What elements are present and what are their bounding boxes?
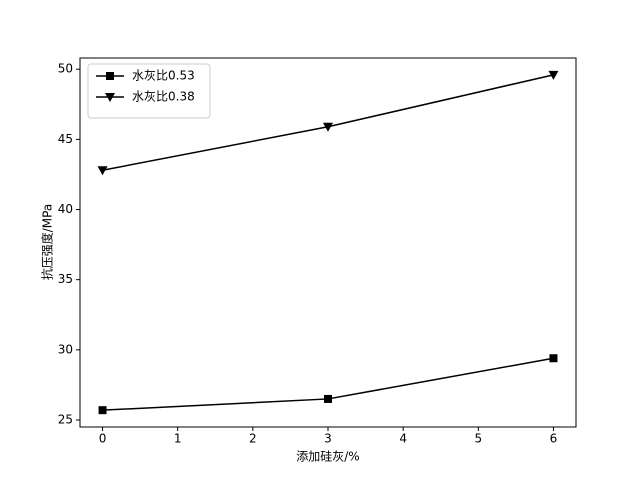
legend-label: 水灰比0.53 (132, 69, 195, 83)
marker (106, 72, 114, 80)
x-tick-label: 4 (399, 432, 407, 446)
legend-label: 水灰比0.38 (132, 90, 195, 104)
y-tick-label: 45 (58, 132, 73, 146)
y-tick-label: 40 (58, 202, 73, 216)
x-tick-label: 6 (550, 432, 558, 446)
marker (98, 406, 107, 415)
x-tick-label: 0 (99, 432, 107, 446)
x-tick-label: 5 (474, 432, 482, 446)
marker (324, 394, 332, 403)
marker (97, 166, 108, 176)
y-tick-label: 50 (58, 62, 73, 76)
x-tick-label: 3 (324, 432, 332, 446)
marker (105, 93, 115, 102)
y-tick-label: 25 (58, 412, 73, 426)
x-tick-label: 1 (174, 432, 182, 446)
x-axis-label: 添加硅灰/% (296, 450, 359, 464)
y-axis-label: 抗压强度/MPa (40, 204, 55, 280)
y-tick-label: 35 (58, 272, 73, 286)
marker (549, 354, 558, 363)
y-tick-label: 30 (58, 342, 73, 356)
marker (323, 122, 333, 132)
legend-box (87, 63, 211, 119)
x-tick-label: 2 (249, 432, 257, 446)
marker (548, 70, 559, 80)
